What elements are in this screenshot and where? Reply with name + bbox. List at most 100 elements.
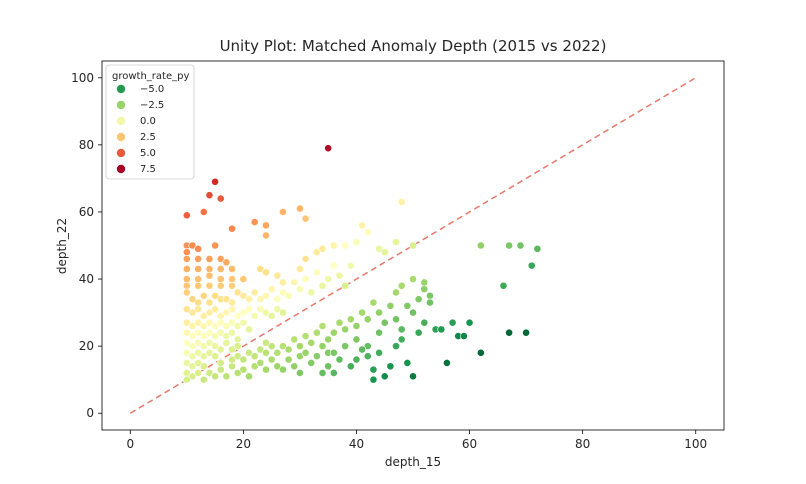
scatter-point — [296, 342, 304, 351]
scatter-point — [182, 359, 191, 367]
scatter-point — [307, 338, 316, 347]
x-tick-label: 40 — [349, 437, 364, 451]
y-tick-label: 60 — [79, 205, 94, 219]
scatter-point — [228, 224, 236, 233]
scatter-point — [211, 342, 219, 351]
scatter-point — [386, 301, 395, 310]
scatter-point — [222, 322, 231, 330]
scatter-point — [239, 308, 248, 317]
scatter-point — [414, 295, 423, 304]
scatter-point — [199, 208, 208, 216]
scatter-point — [205, 255, 214, 263]
scatter-point — [256, 265, 265, 273]
scatter-point — [211, 241, 219, 250]
scatter-point — [199, 375, 208, 384]
scatter-point — [194, 318, 203, 327]
y-tick-label: 20 — [79, 339, 94, 353]
scatter-point — [279, 342, 287, 351]
legend-marker — [116, 164, 126, 174]
scatter-point — [211, 305, 219, 314]
scatter-point — [375, 308, 383, 317]
scatter-point — [262, 221, 270, 230]
scatter-point — [290, 362, 299, 371]
x-tick-label: 60 — [462, 437, 477, 451]
scatter-point — [256, 305, 265, 314]
scatter-point — [205, 265, 214, 273]
scatter-point — [290, 335, 299, 344]
scatter-point — [341, 342, 350, 351]
x-axis-label: depth_15 — [385, 455, 441, 469]
scatter-point — [228, 281, 236, 290]
legend-entries: −5.0 −2.5 0.0 2.5 5.0 7.5 — [116, 84, 164, 175]
scatter-point — [216, 318, 225, 327]
scatter-point — [329, 261, 338, 270]
scatter-point — [239, 275, 248, 283]
scatter-point — [205, 271, 214, 280]
legend-marker — [116, 132, 126, 142]
y-tick-label: 80 — [79, 138, 94, 152]
scatter-point — [228, 355, 236, 364]
scatter-point — [284, 355, 293, 364]
scatter-point — [228, 265, 236, 273]
scatter-point — [403, 359, 412, 367]
legend-marker — [116, 84, 126, 94]
scatter-point — [205, 308, 214, 317]
scatter-point — [346, 362, 355, 371]
scatter-point — [228, 305, 236, 314]
scatter-point — [262, 291, 270, 300]
scatter-point — [262, 365, 270, 374]
legend-marker — [116, 116, 126, 126]
scatter-point — [250, 218, 259, 226]
scatter-point — [256, 345, 265, 354]
scatter-point — [312, 328, 321, 337]
scatter-point — [194, 369, 203, 377]
scatter-point — [352, 238, 361, 247]
scatter-point — [346, 315, 355, 324]
legend-label: 7.5 — [140, 164, 156, 175]
scatter-point — [358, 221, 367, 230]
scatter-point — [301, 332, 310, 340]
scatter-point — [403, 301, 412, 310]
scatter-point — [194, 338, 203, 347]
scatter-point — [329, 328, 338, 337]
scatter-point — [250, 362, 259, 371]
x-axis: 0 20 40 60 80 100 — [126, 430, 707, 451]
legend-label: −2.5 — [140, 100, 164, 111]
scatter-point — [476, 241, 485, 250]
scatter-point — [335, 355, 344, 364]
scatter-point — [443, 359, 451, 367]
scatter-point — [256, 295, 265, 304]
scatter-point — [182, 265, 191, 273]
scatter-point — [245, 295, 253, 304]
scatter-point — [267, 312, 276, 320]
scatter-point — [199, 362, 208, 371]
scatter-point — [335, 271, 344, 280]
scatter-point — [301, 348, 310, 357]
scatter-point — [199, 312, 208, 320]
scatter-point — [182, 318, 191, 327]
scatter-point — [205, 369, 214, 377]
scatter-point — [301, 214, 310, 223]
scatter-point — [205, 328, 214, 337]
chart-title: Unity Plot: Matched Anomaly Depth (2015 … — [220, 37, 607, 55]
scatter-point — [499, 281, 508, 290]
scatter-point — [262, 308, 270, 317]
scatter-point — [414, 328, 423, 337]
scatter-point — [194, 328, 203, 337]
scatter-point — [194, 265, 203, 273]
scatter-point — [318, 244, 327, 253]
scatter-point — [409, 241, 417, 250]
scatter-point — [448, 318, 457, 327]
scatter-point — [363, 315, 372, 324]
scatter-point — [256, 359, 265, 367]
scatter-point — [329, 369, 338, 377]
scatter-point — [199, 352, 208, 361]
scatter-point — [290, 278, 299, 287]
scatter-point — [182, 328, 191, 337]
scatter-point — [205, 318, 214, 327]
y-tick-label: 40 — [79, 272, 94, 286]
scatter-point — [267, 285, 276, 294]
scatter-point — [363, 352, 372, 361]
scatter-point — [262, 231, 270, 240]
scatter-point — [216, 255, 225, 263]
